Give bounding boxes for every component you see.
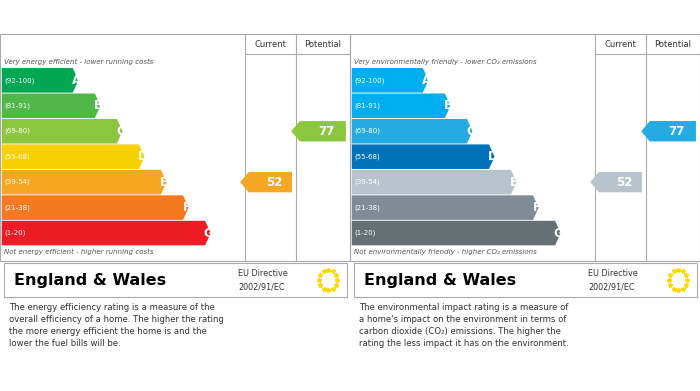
Text: (21-38): (21-38) — [4, 204, 30, 211]
Text: Very energy efficient - lower running costs: Very energy efficient - lower running co… — [4, 59, 153, 65]
Polygon shape — [351, 196, 539, 220]
Text: Potential: Potential — [654, 40, 692, 49]
Text: EU Directive: EU Directive — [238, 269, 288, 278]
Text: (39-54): (39-54) — [4, 179, 30, 185]
Polygon shape — [351, 170, 517, 194]
Polygon shape — [351, 144, 494, 169]
Text: 52: 52 — [616, 176, 632, 188]
Text: (81-91): (81-91) — [355, 102, 381, 109]
Text: (21-38): (21-38) — [355, 204, 380, 211]
Text: G: G — [554, 226, 564, 240]
Text: (69-80): (69-80) — [355, 128, 381, 135]
Text: (92-100): (92-100) — [355, 77, 385, 84]
Polygon shape — [291, 121, 346, 142]
Text: F: F — [183, 201, 190, 214]
Text: Not energy efficient - higher running costs: Not energy efficient - higher running co… — [4, 249, 153, 255]
Text: (69-80): (69-80) — [4, 128, 31, 135]
Text: Current: Current — [604, 40, 636, 49]
Text: England & Wales: England & Wales — [364, 273, 516, 287]
Text: B: B — [94, 99, 103, 112]
Text: (55-68): (55-68) — [4, 153, 30, 160]
Text: EU Directive: EU Directive — [588, 269, 638, 278]
Text: The environmental impact rating is a measure of
a home's impact on the environme: The environmental impact rating is a mea… — [358, 303, 568, 348]
Polygon shape — [351, 68, 428, 93]
Polygon shape — [590, 172, 642, 192]
Text: (81-91): (81-91) — [4, 102, 31, 109]
Text: B: B — [444, 99, 453, 112]
Text: Energy Efficiency Rating: Energy Efficiency Rating — [10, 11, 182, 23]
Text: 77: 77 — [668, 125, 685, 138]
Text: A: A — [71, 74, 80, 87]
Polygon shape — [1, 93, 101, 118]
Text: E: E — [510, 176, 519, 188]
Text: Very environmentally friendly - lower CO₂ emissions: Very environmentally friendly - lower CO… — [354, 59, 536, 65]
Text: (55-68): (55-68) — [355, 153, 380, 160]
Polygon shape — [1, 144, 144, 169]
Polygon shape — [1, 119, 122, 143]
Polygon shape — [1, 170, 167, 194]
Text: C: C — [116, 125, 125, 138]
Polygon shape — [240, 172, 292, 192]
Text: 2002/91/EC: 2002/91/EC — [588, 282, 634, 291]
Text: Environmental Impact (CO₂) Rating: Environmental Impact (CO₂) Rating — [360, 11, 606, 23]
Text: D: D — [137, 150, 147, 163]
Polygon shape — [351, 119, 472, 143]
Polygon shape — [1, 221, 211, 245]
Text: 2002/91/EC: 2002/91/EC — [238, 282, 284, 291]
Text: E: E — [160, 176, 169, 188]
Polygon shape — [351, 93, 451, 118]
Text: (39-54): (39-54) — [355, 179, 380, 185]
Text: D: D — [487, 150, 497, 163]
Text: (92-100): (92-100) — [4, 77, 35, 84]
Text: C: C — [466, 125, 475, 138]
Text: The energy efficiency rating is a measure of the
overall efficiency of a home. T: The energy efficiency rating is a measur… — [8, 303, 223, 348]
Text: 77: 77 — [318, 125, 335, 138]
Polygon shape — [351, 221, 561, 245]
Text: Not environmentally friendly - higher CO₂ emissions: Not environmentally friendly - higher CO… — [354, 249, 536, 255]
Text: 52: 52 — [266, 176, 282, 188]
Text: G: G — [204, 226, 214, 240]
Text: Current: Current — [254, 40, 286, 49]
Text: (1-20): (1-20) — [4, 230, 26, 236]
Text: Potential: Potential — [304, 40, 342, 49]
Polygon shape — [1, 196, 188, 220]
Text: F: F — [533, 201, 540, 214]
Polygon shape — [1, 68, 78, 93]
Polygon shape — [641, 121, 696, 142]
Text: A: A — [421, 74, 430, 87]
Text: (1-20): (1-20) — [355, 230, 376, 236]
Text: England & Wales: England & Wales — [14, 273, 166, 287]
